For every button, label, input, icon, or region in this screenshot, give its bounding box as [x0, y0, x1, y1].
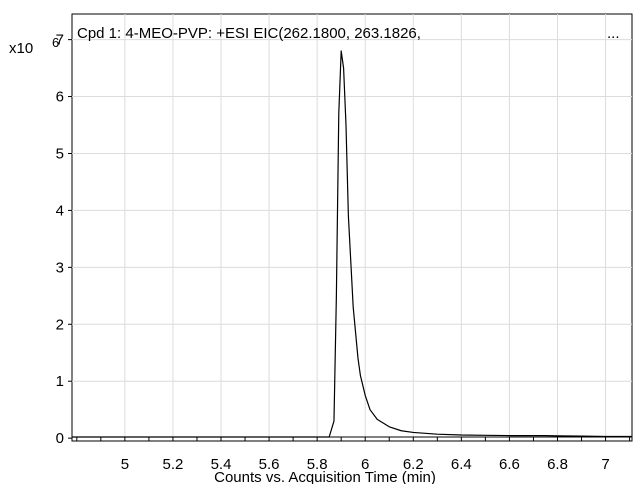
y-multiplier-base: x10 — [9, 40, 33, 57]
x-tick-label-7: 6.4 — [451, 456, 472, 473]
x-tick-label-4: 5.8 — [307, 456, 328, 473]
chart-title: Cpd 1: 4-MEO-PVP: +ESI EIC(262.1800, 263… — [77, 25, 421, 42]
y-tick-label-1: 1 — [56, 373, 64, 390]
y-tick-label-3: 3 — [56, 259, 64, 276]
y-tick-label-7: 7 — [56, 32, 64, 49]
x-tick-label-9: 6.8 — [547, 456, 568, 473]
y-tick-label-6: 6 — [56, 89, 64, 106]
x-axis-title: Counts vs. Acquisition Time (min) — [214, 469, 436, 484]
series-line-0 — [72, 50, 632, 438]
chart-title-ellipsis: ... — [607, 25, 620, 42]
y-multiplier-exponent: 6 — [52, 35, 59, 50]
x-tick-label-5: 6 — [361, 456, 369, 473]
y-tick-label-0: 0 — [56, 430, 64, 447]
tick-labels: 5 5.2 5.4 5.6 5.8 6 6.2 6.4 6.6 6.8 7 0 1 2 3 4 5 6 7 — [56, 32, 610, 473]
x-tick-label-10: 7 — [601, 456, 609, 473]
y-tick-label-2: 2 — [56, 316, 64, 333]
series — [72, 50, 632, 438]
x-tick-label-1: 5.2 — [163, 456, 184, 473]
grid — [72, 14, 632, 437]
y-tick-label-5: 5 — [56, 145, 64, 162]
x-tick-label-2: 5.4 — [211, 456, 232, 473]
x-tick-label-8: 6.6 — [499, 456, 520, 473]
x-tick-label-3: 5.6 — [259, 456, 280, 473]
x-tick-label-6: 6.2 — [403, 456, 424, 473]
y-tick-label-4: 4 — [56, 202, 64, 219]
x-tick-label-0: 5 — [121, 456, 129, 473]
chart-frame — [71, 13, 633, 442]
